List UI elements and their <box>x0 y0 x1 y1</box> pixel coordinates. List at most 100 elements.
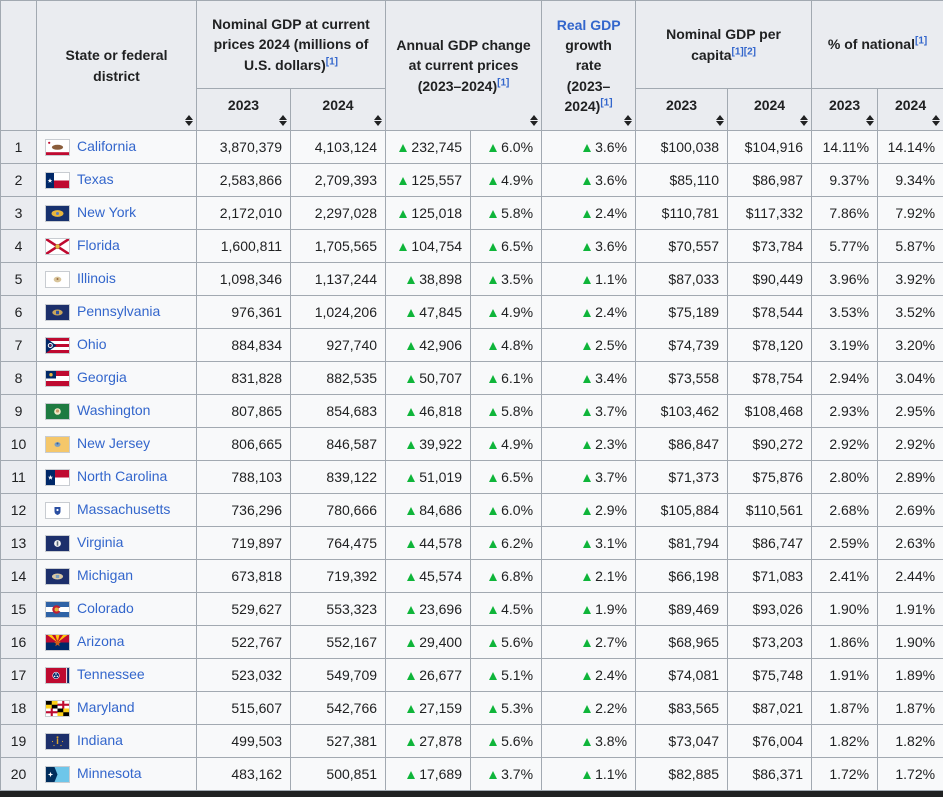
sort-icon[interactable] <box>932 115 940 126</box>
cell-value: 2.3% <box>595 436 627 452</box>
state-link[interactable]: Indiana <box>77 732 123 748</box>
real-gdp-growth-column-header[interactable]: Real GDP growth rate (2023–2024)[1] <box>542 1 636 131</box>
pct-national-2024-cell: 2.69% <box>878 494 943 527</box>
gdp-2023-cell: 807,865 <box>197 395 291 428</box>
massachusetts-flag-icon[interactable] <box>45 502 70 519</box>
california-flag-icon[interactable] <box>45 139 70 156</box>
state-link[interactable]: Maryland <box>77 699 135 715</box>
colorado-flag-icon[interactable] <box>45 601 70 618</box>
state-link[interactable]: Ohio <box>77 336 107 352</box>
sort-icon[interactable] <box>716 115 724 126</box>
state-link[interactable]: Arizona <box>77 633 124 649</box>
cell-value: 3.6% <box>595 238 627 254</box>
per-capita-2024-cell: $76,004 <box>728 725 812 758</box>
north-carolina-flag-icon[interactable] <box>45 469 70 486</box>
washington-flag-icon[interactable] <box>45 403 70 420</box>
reference-link[interactable]: [1] <box>497 77 509 88</box>
cell-value: 3.52% <box>895 304 935 320</box>
reference-link[interactable]: [1] <box>915 36 927 47</box>
state-column-header[interactable]: State or federal district <box>37 1 197 131</box>
state-link[interactable]: Michigan <box>77 567 133 583</box>
sort-icon[interactable] <box>530 115 538 126</box>
new-jersey-flag-icon[interactable] <box>45 436 70 453</box>
increase-icon <box>407 474 415 482</box>
sort-icon[interactable] <box>374 115 382 126</box>
state-cell: California <box>37 131 197 164</box>
state-link[interactable]: North Carolina <box>77 468 167 484</box>
real-gdp-growth-cell: 3.7% <box>542 461 636 494</box>
state-cell: Arizona <box>37 626 197 659</box>
cell-value: 6.5% <box>501 469 533 485</box>
state-link[interactable]: Pennsylvania <box>77 303 160 319</box>
state-link[interactable]: Minnesota <box>77 765 142 781</box>
state-link[interactable]: Colorado <box>77 600 134 616</box>
state-link[interactable]: Georgia <box>77 369 127 385</box>
gdp-2023-cell: 1,098,346 <box>197 263 291 296</box>
gdp-change-abs-cell: 47,845 <box>386 296 471 329</box>
state-link[interactable]: Illinois <box>77 270 116 286</box>
new-york-flag-icon[interactable] <box>45 205 70 222</box>
cell-value: 3.53% <box>829 304 869 320</box>
georgia-flag-icon[interactable] <box>45 370 70 387</box>
gdp-change-pct-cell: 6.1% <box>471 362 542 395</box>
cell-value: 3,870,379 <box>220 139 282 155</box>
state-link[interactable]: New York <box>77 204 136 220</box>
texas-flag-icon[interactable] <box>45 172 70 189</box>
ohio-flag-icon[interactable] <box>45 337 70 354</box>
increase-icon <box>407 507 415 515</box>
sort-icon[interactable] <box>800 115 808 126</box>
pennsylvania-flag-icon[interactable] <box>45 304 70 321</box>
state-link[interactable]: Washington <box>77 402 150 418</box>
state-link[interactable]: Tennessee <box>77 666 145 682</box>
cell-value: 125,018 <box>411 205 462 221</box>
cell-value: 2,172,010 <box>220 205 282 221</box>
gdp-2024-subheader[interactable]: 2024 <box>291 89 386 131</box>
real-gdp-link[interactable]: Real GDP <box>557 17 621 33</box>
sort-icon[interactable] <box>866 115 874 126</box>
cell-value: $105,884 <box>661 502 719 518</box>
sort-icon[interactable] <box>279 115 287 126</box>
reference-link[interactable]: [1] <box>600 97 612 108</box>
florida-flag-icon[interactable] <box>45 238 70 255</box>
cell-value: $71,373 <box>668 469 719 485</box>
per-capita-2023-subheader[interactable]: 2023 <box>636 89 728 131</box>
state-link[interactable]: California <box>77 138 136 154</box>
pct-national-2024-subheader[interactable]: 2024 <box>878 89 943 131</box>
gdp-2023-subheader[interactable]: 2023 <box>197 89 291 131</box>
annual-change-column-header[interactable]: Annual GDP change at current prices (202… <box>386 1 542 131</box>
pct-national-2023-cell: 3.53% <box>812 296 878 329</box>
real-gdp-growth-cell: 3.4% <box>542 362 636 395</box>
reference-link[interactable]: [1] <box>326 56 338 67</box>
cell-value: 788,103 <box>231 469 282 485</box>
year-label: 2024 <box>754 97 785 113</box>
cell-value: 104,754 <box>411 238 462 254</box>
gdp-change-abs-cell: 51,019 <box>386 461 471 494</box>
reference-link[interactable]: [2] <box>744 46 756 57</box>
pct-national-2023-subheader[interactable]: 2023 <box>812 89 878 131</box>
arizona-flag-icon[interactable] <box>45 634 70 651</box>
increase-icon <box>583 540 591 548</box>
sort-icon[interactable] <box>624 115 632 126</box>
state-link[interactable]: New Jersey <box>77 435 150 451</box>
gdp-change-pct-cell: 6.0% <box>471 494 542 527</box>
tennessee-flag-icon[interactable] <box>45 667 70 684</box>
michigan-flag-icon[interactable] <box>45 568 70 585</box>
illinois-flag-icon[interactable] <box>45 271 70 288</box>
indiana-flag-icon[interactable] <box>45 733 70 750</box>
cell-value: 831,828 <box>231 370 282 386</box>
per-capita-2024-subheader[interactable]: 2024 <box>728 89 812 131</box>
per-capita-2024-cell: $110,561 <box>728 494 812 527</box>
pct-national-2023-cell: 3.19% <box>812 329 878 362</box>
state-link[interactable]: Texas <box>77 171 114 187</box>
maryland-flag-icon[interactable] <box>45 700 70 717</box>
state-link[interactable]: Virginia <box>77 534 123 550</box>
reference-link[interactable]: [1] <box>732 46 744 57</box>
minnesota-flag-icon[interactable] <box>45 766 70 783</box>
state-link[interactable]: Florida <box>77 237 120 253</box>
state-link[interactable]: Massachusetts <box>77 501 170 517</box>
sort-icon[interactable] <box>185 115 193 126</box>
per-capita-2024-cell: $90,272 <box>728 428 812 461</box>
virginia-flag-icon[interactable] <box>45 535 70 552</box>
